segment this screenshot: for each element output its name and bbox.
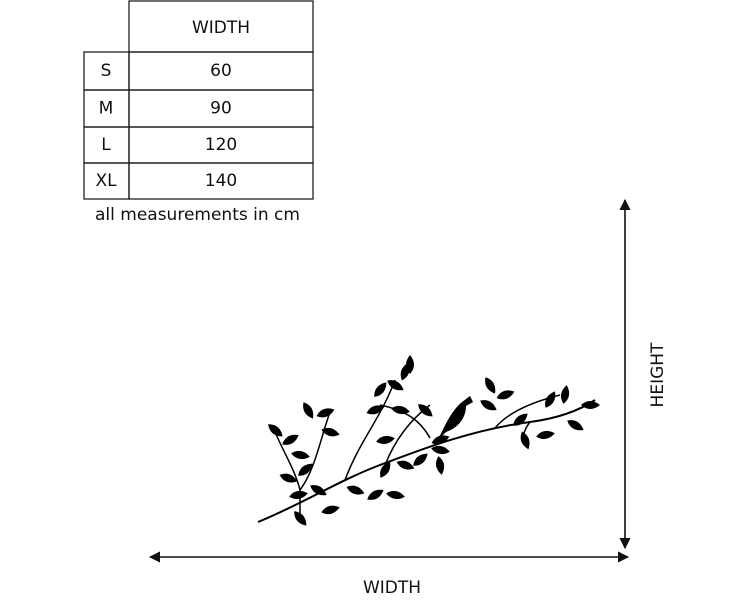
- width-value: 60: [210, 61, 232, 81]
- branch: [257, 399, 596, 523]
- leaf: [376, 435, 395, 445]
- leaf: [560, 385, 570, 404]
- leaf: [391, 405, 410, 415]
- leaf: [380, 461, 391, 478]
- leaf: [366, 405, 385, 415]
- leaf: [496, 390, 515, 400]
- branch-illustration: [257, 355, 600, 526]
- leaf: [418, 404, 433, 417]
- leaf: [396, 460, 415, 470]
- leaf: [485, 377, 496, 394]
- leaf: [374, 382, 387, 397]
- leaf: [536, 430, 555, 440]
- leaf: [387, 380, 404, 391]
- leaf: [386, 490, 405, 500]
- leaf: [310, 485, 327, 496]
- width-cell: [128, 162, 314, 200]
- width-value: 140: [205, 171, 237, 191]
- leaf: [346, 485, 365, 495]
- leaf: [413, 453, 428, 466]
- size-table: WIDTH S 60 M 90 L 120 XL 140: [83, 0, 314, 200]
- leaf: [513, 413, 528, 426]
- width-value: 90: [210, 99, 232, 119]
- leaf: [567, 420, 584, 431]
- leaf: [298, 463, 313, 476]
- leaf: [268, 424, 283, 437]
- leaf: [321, 427, 340, 437]
- size-label: M: [99, 99, 114, 119]
- leaf: [545, 391, 556, 408]
- leaf: [279, 473, 298, 483]
- leaf: [435, 456, 445, 475]
- leaf: [520, 431, 530, 450]
- leaf: [581, 401, 600, 409]
- twigs: [274, 379, 561, 518]
- leaf: [321, 505, 340, 515]
- bird: [438, 396, 473, 440]
- leaf: [431, 435, 450, 445]
- size-label: S: [101, 61, 112, 81]
- leaf: [282, 434, 299, 445]
- leaf: [367, 489, 384, 500]
- leaf: [480, 400, 497, 411]
- header-text: WIDTH: [192, 18, 250, 38]
- leaf: [316, 408, 335, 418]
- size-label: XL: [95, 171, 117, 191]
- note: all measurements in cm: [95, 205, 300, 225]
- leaf: [289, 490, 308, 500]
- width-value: 120: [205, 135, 237, 155]
- size-label: L: [101, 135, 111, 155]
- height-label: HEIGHT: [648, 342, 668, 407]
- leaf: [406, 355, 414, 374]
- leaf: [294, 511, 307, 526]
- width-label: WIDTH: [363, 578, 421, 598]
- leaf: [431, 445, 450, 455]
- leaf: [303, 402, 314, 419]
- leaf: [291, 450, 310, 460]
